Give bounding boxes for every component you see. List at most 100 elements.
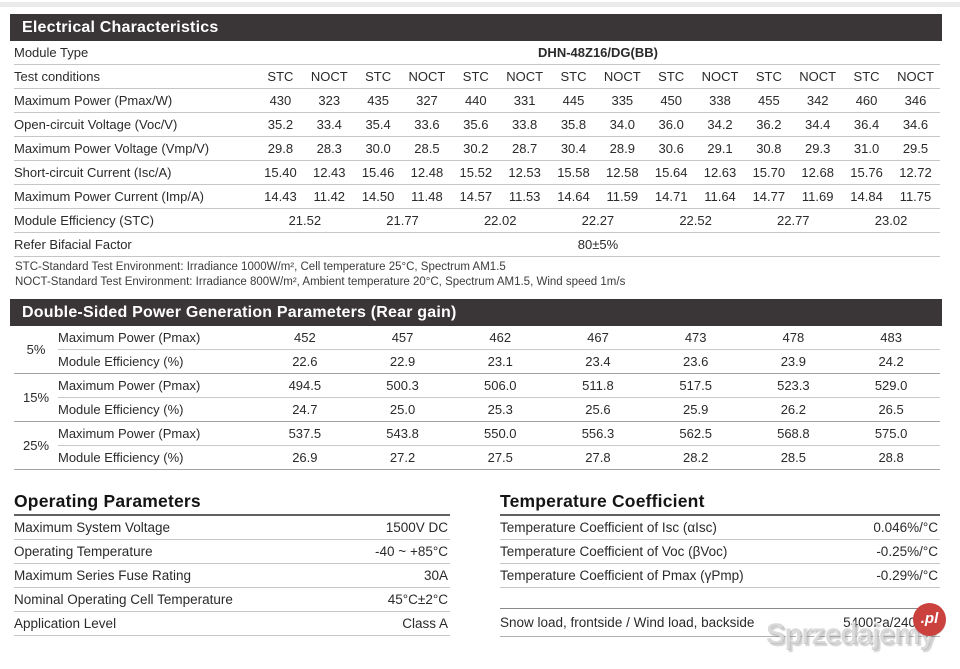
value-cell: 34.4 xyxy=(793,112,843,137)
value-cell: 568.8 xyxy=(744,421,843,446)
value-cell: 14.64 xyxy=(549,184,598,209)
electrical-table: Module Type DHN-48Z16/DG(BB) Test conditio… xyxy=(14,41,940,257)
value-cell: 28.5 xyxy=(402,136,452,161)
value-cell: 450 xyxy=(646,88,696,113)
row-label: Module Efficiency (%) xyxy=(58,349,256,374)
value-cell: 35.4 xyxy=(353,112,403,137)
value-cell: 457 xyxy=(353,326,452,350)
rear-gain-label: 5% xyxy=(14,326,58,374)
double-sided-table: 5% Maximum Power (Pmax) 452 457 462 467 473 478… xyxy=(14,326,940,470)
value-cell: 517.5 xyxy=(646,373,745,398)
value-cell: 23.4 xyxy=(549,349,647,374)
value-cell: 11.75 xyxy=(890,184,940,209)
row-value: 30A xyxy=(314,563,450,588)
value-cell: 25.3 xyxy=(451,397,550,422)
efficiency-value-cell: 22.02 xyxy=(451,208,550,233)
condition-header-cell: NOCT xyxy=(402,64,452,89)
row-label: Maximum Power (Pmax/W) xyxy=(14,88,256,113)
temperature-coefficient-title: Temperature Coefficient xyxy=(500,489,940,516)
value-cell: 30.2 xyxy=(451,136,501,161)
electrical-section-title: Electrical Characteristics xyxy=(22,19,219,36)
value-cell: 11.53 xyxy=(500,184,550,209)
value-cell: 27.2 xyxy=(353,445,452,470)
operating-parameters-table: Maximum System Voltage 1500V DC Operating … xyxy=(14,516,450,636)
value-cell: 440 xyxy=(451,88,501,113)
value-cell: 529.0 xyxy=(842,373,940,398)
row-value: Class A xyxy=(314,611,450,636)
row-value: -40 ~ +85°C xyxy=(314,539,450,564)
value-cell: 15.52 xyxy=(451,160,501,185)
value-cell: 15.70 xyxy=(744,160,794,185)
value-cell: 14.77 xyxy=(744,184,794,209)
row-label: Module Efficiency (STC) xyxy=(14,208,256,233)
value-cell: 28.8 xyxy=(842,445,940,470)
footnote-stc: STC-Standard Test Environment: Irradianc… xyxy=(15,261,506,273)
value-cell: 30.0 xyxy=(353,136,403,161)
condition-header-cell: NOCT xyxy=(500,64,550,89)
condition-header-cell: NOCT xyxy=(695,64,745,89)
value-cell: 467 xyxy=(549,326,647,350)
value-cell: 511.8 xyxy=(549,373,647,398)
value-cell: 27.5 xyxy=(451,445,550,470)
value-cell: 34.0 xyxy=(597,112,647,137)
value-cell: 12.72 xyxy=(890,160,940,185)
value-cell: 15.46 xyxy=(353,160,403,185)
value-cell: 34.2 xyxy=(695,112,745,137)
condition-header-cell: NOCT xyxy=(304,64,354,89)
value-cell: 35.8 xyxy=(549,112,598,137)
value-cell: 15.40 xyxy=(256,160,305,185)
value-cell: 23.6 xyxy=(646,349,745,374)
condition-header-cell: STC xyxy=(842,64,891,89)
value-cell: 562.5 xyxy=(646,421,745,446)
top-edge-strip xyxy=(0,2,960,7)
value-cell: 28.2 xyxy=(646,445,745,470)
value-cell: 15.76 xyxy=(842,160,891,185)
efficiency-value-cell: 22.77 xyxy=(744,208,843,233)
value-cell: 22.9 xyxy=(353,349,452,374)
value-cell: 23.1 xyxy=(451,349,550,374)
value-cell: 11.59 xyxy=(597,184,647,209)
row-label: Temperature Coefficient of Voc (βVoc) xyxy=(500,539,800,564)
efficiency-value-cell: 22.52 xyxy=(646,208,745,233)
value-cell: 15.58 xyxy=(549,160,598,185)
efficiency-value-cell: 22.27 xyxy=(549,208,647,233)
value-cell: 12.53 xyxy=(500,160,550,185)
rear-gain-label: 15% xyxy=(14,373,58,422)
watermark-text: Sprzedajemy xyxy=(766,618,936,651)
value-cell: 478 xyxy=(744,326,843,350)
row-label: Maximum Power Voltage (Vmp/V) xyxy=(14,136,256,161)
value-cell: 14.57 xyxy=(451,184,501,209)
value-cell: 36.0 xyxy=(646,112,696,137)
value-cell: 12.58 xyxy=(597,160,647,185)
value-cell: 462 xyxy=(451,326,550,350)
row-label: Temperature Coefficient of Isc (αIsc) xyxy=(500,516,800,540)
value-cell: 455 xyxy=(744,88,794,113)
efficiency-value-cell: 21.52 xyxy=(256,208,354,233)
watermark-pl-badge: .pl xyxy=(913,603,946,636)
value-cell: 430 xyxy=(256,88,305,113)
test-conditions-label: Test conditions xyxy=(14,64,256,89)
bifacial-factor-value: 80±5% xyxy=(256,232,940,257)
row-label: Maximum Power (Pmax) xyxy=(58,373,256,398)
row-value: 1500V DC xyxy=(314,516,450,540)
value-cell: 29.3 xyxy=(793,136,843,161)
value-cell: 543.8 xyxy=(353,421,452,446)
value-cell: 25.6 xyxy=(549,397,647,422)
value-cell: 331 xyxy=(500,88,550,113)
condition-header-cell: STC xyxy=(549,64,598,89)
row-label: Module Efficiency (%) xyxy=(58,397,256,422)
value-cell: 26.9 xyxy=(256,445,354,470)
condition-header-cell: STC xyxy=(646,64,696,89)
value-cell: 575.0 xyxy=(842,421,940,446)
value-cell: 323 xyxy=(304,88,354,113)
value-cell: 26.5 xyxy=(842,397,940,422)
row-label: Maximum Power (Pmax) xyxy=(58,421,256,446)
value-cell: 30.8 xyxy=(744,136,794,161)
value-cell: 24.2 xyxy=(842,349,940,374)
row-label: Short-circuit Current (Isc/A) xyxy=(14,160,256,185)
row-label: Temperature Coefficient of Pmax (γPmp) xyxy=(500,563,800,588)
value-cell: 537.5 xyxy=(256,421,354,446)
value-cell: 327 xyxy=(402,88,452,113)
value-cell: 12.48 xyxy=(402,160,452,185)
value-cell: 12.63 xyxy=(695,160,745,185)
